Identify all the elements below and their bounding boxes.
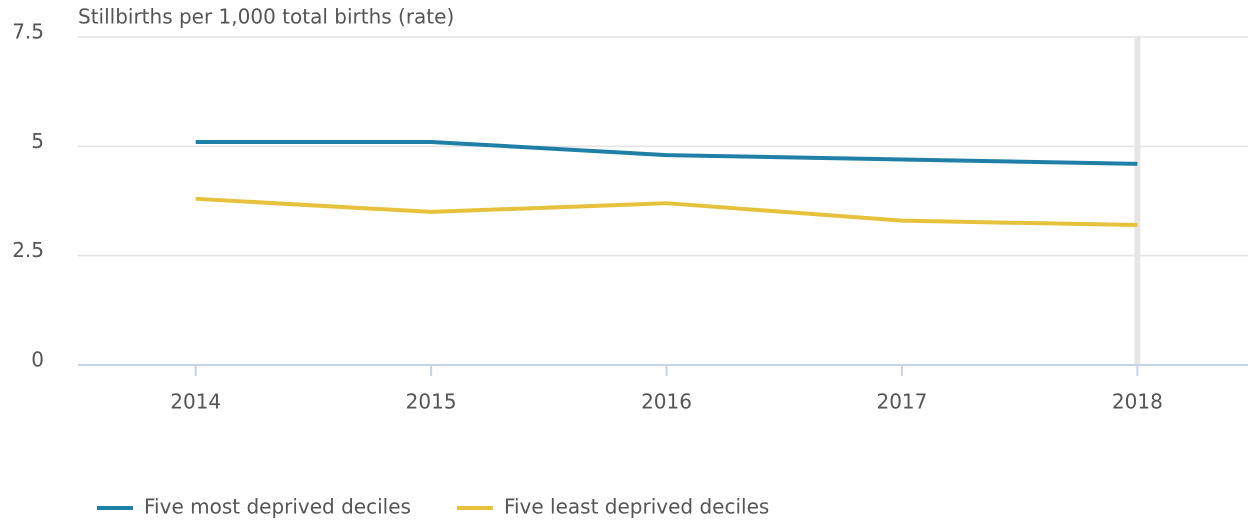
legend-label: Five most deprived deciles: [144, 495, 411, 519]
series-line: [195, 139, 1138, 166]
x-tick-label: 2014: [170, 390, 221, 414]
y-tick-label: 7.5: [12, 20, 44, 44]
x-tick-label: 2016: [641, 390, 692, 414]
hover-line: [1134, 37, 1141, 365]
x-tick-label: 2018: [1112, 390, 1163, 414]
series-line: [195, 196, 1138, 228]
y-axis-label: Stillbirths per 1,000 total births (rate…: [78, 5, 454, 29]
y-tick-label: 2.5: [12, 238, 44, 262]
legend-label: Five least deprived deciles: [504, 495, 769, 519]
x-tick-label: 2015: [406, 390, 457, 414]
y-tick-label: 0: [31, 348, 44, 372]
y-tick-label: 5: [31, 129, 44, 153]
x-tick-label: 2017: [876, 390, 927, 414]
